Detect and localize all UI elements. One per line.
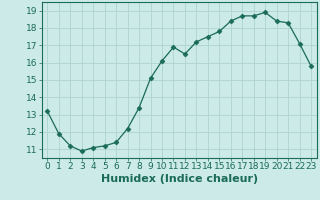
- X-axis label: Humidex (Indice chaleur): Humidex (Indice chaleur): [100, 174, 258, 184]
